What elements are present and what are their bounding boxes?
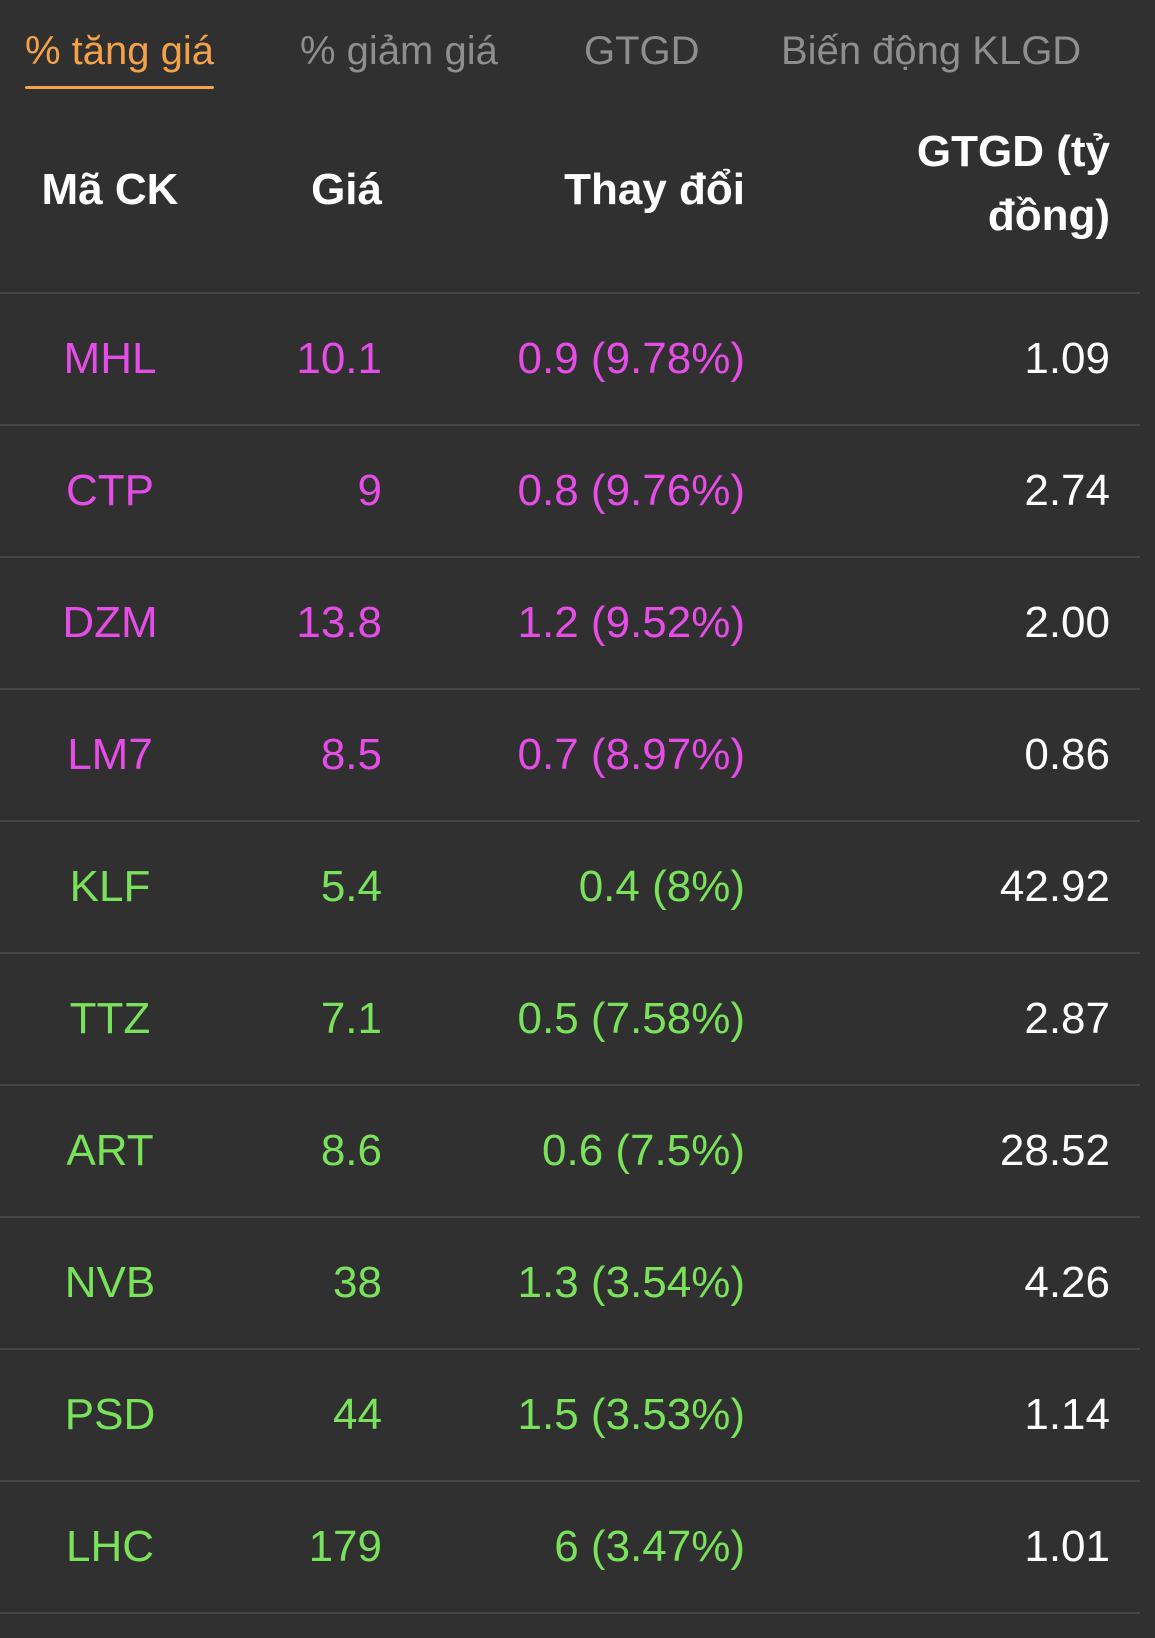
cell-change: 1.3 (3.54%)	[517, 1258, 745, 1307]
cell-price: 9	[357, 466, 382, 515]
table-row[interactable]: PSD 44 1.5 (3.53%) 1.14	[0, 1350, 1140, 1482]
tab-bar: % tăng giá % giảm giá GTGD Biến động KLG…	[0, 0, 1155, 100]
cell-trading-value: 42.92	[999, 862, 1110, 911]
cell-trading-value: 2.74	[1024, 466, 1110, 515]
header-symbol: Mã CK	[41, 165, 179, 214]
cell-symbol: NVB	[64, 1258, 156, 1307]
cell-trading-value: 28.52	[999, 1126, 1110, 1175]
cell-price: 10.1	[296, 334, 382, 383]
table-row[interactable]: CTP 9 0.8 (9.76%) 2.74	[0, 426, 1140, 558]
cell-price: 7.1	[320, 994, 382, 1043]
table-header: Mã CK Giá Thay đổi GTGD (tỷ đồng)	[0, 100, 1140, 294]
cell-symbol: TTZ	[69, 994, 151, 1043]
cell-change: 1.5 (3.53%)	[517, 1390, 745, 1439]
cell-symbol: CTP	[66, 466, 154, 515]
cell-symbol: DZM	[62, 598, 158, 647]
cell-change: 0.9 (9.78%)	[517, 334, 745, 383]
table-row[interactable]: LHC 179 6 (3.47%) 1.01	[0, 1482, 1140, 1614]
cell-change: 0.8 (9.76%)	[517, 466, 745, 515]
cell-trading-value: 1.09	[1024, 334, 1110, 383]
tab-volume-change[interactable]: Biến động KLGD	[781, 24, 1081, 78]
cell-symbol: PSD	[64, 1390, 156, 1439]
tab-trading-value[interactable]: GTGD	[584, 24, 700, 78]
tab-percent-increase[interactable]: % tăng giá	[25, 24, 215, 89]
header-change: Thay đổi	[564, 165, 745, 214]
header-price: Giá	[311, 165, 382, 214]
table-row[interactable]: NVB 38 1.3 (3.54%) 4.26	[0, 1218, 1140, 1350]
cell-price: 5.4	[320, 862, 382, 911]
cell-trading-value: 0.86	[1024, 730, 1110, 779]
cell-trading-value: 1.14	[1024, 1390, 1110, 1439]
table-row[interactable]: KLF 5.4 0.4 (8%) 42.92	[0, 822, 1140, 954]
table-row[interactable]: MHL 10.1 0.9 (9.78%) 1.09	[0, 294, 1140, 426]
cell-trading-value: 2.87	[1024, 994, 1110, 1043]
header-trading-value: GTGD (tỷ đồng)	[850, 120, 1110, 248]
table-row[interactable]: LM7 8.5 0.7 (8.97%) 0.86	[0, 690, 1140, 822]
header-trading-value-line1: GTGD (tỷ	[916, 127, 1110, 176]
cell-symbol: LM7	[67, 730, 153, 779]
cell-trading-value: 4.26	[1024, 1258, 1110, 1307]
cell-change: 1.2 (9.52%)	[517, 598, 745, 647]
tab-label: Biến động KLGD	[781, 29, 1082, 73]
cell-price: 38	[333, 1258, 382, 1307]
active-tab-indicator	[25, 86, 215, 89]
table-row[interactable]: DZM 13.8 1.2 (9.52%) 2.00	[0, 558, 1140, 690]
cell-change: 6 (3.47%)	[554, 1522, 745, 1571]
cell-price: 8.6	[320, 1126, 382, 1175]
cell-change: 0.5 (7.58%)	[517, 994, 745, 1043]
cell-price: 13.8	[296, 598, 382, 647]
tab-label: % tăng giá	[25, 29, 215, 73]
cell-price: 44	[333, 1390, 382, 1439]
table-row[interactable]: ART 8.6 0.6 (7.5%) 28.52	[0, 1086, 1140, 1218]
tab-percent-decrease[interactable]: % giảm giá	[300, 24, 498, 78]
cell-change: 0.6 (7.5%)	[542, 1126, 745, 1175]
header-trading-value-line2: đồng)	[987, 191, 1110, 240]
cell-symbol: ART	[66, 1126, 154, 1175]
cell-trading-value: 2.00	[1024, 598, 1110, 647]
cell-trading-value: 1.01	[1024, 1522, 1110, 1571]
table-body: MHL 10.1 0.9 (9.78%) 1.09 CTP 9 0.8 (9.76%) 2.7…	[0, 294, 1140, 1614]
cell-price: 8.5	[320, 730, 382, 779]
cell-symbol: LHC	[65, 1522, 155, 1571]
cell-symbol: KLF	[69, 862, 151, 911]
table-row[interactable]: TTZ 7.1 0.5 (7.58%) 2.87	[0, 954, 1140, 1086]
cell-change: 0.4 (8%)	[578, 862, 745, 911]
cell-symbol: MHL	[63, 334, 157, 383]
cell-price: 179	[308, 1522, 382, 1571]
tab-label: GTGD	[584, 29, 700, 73]
cell-change: 0.7 (8.97%)	[517, 730, 745, 779]
tab-label: % giảm giá	[300, 29, 498, 73]
